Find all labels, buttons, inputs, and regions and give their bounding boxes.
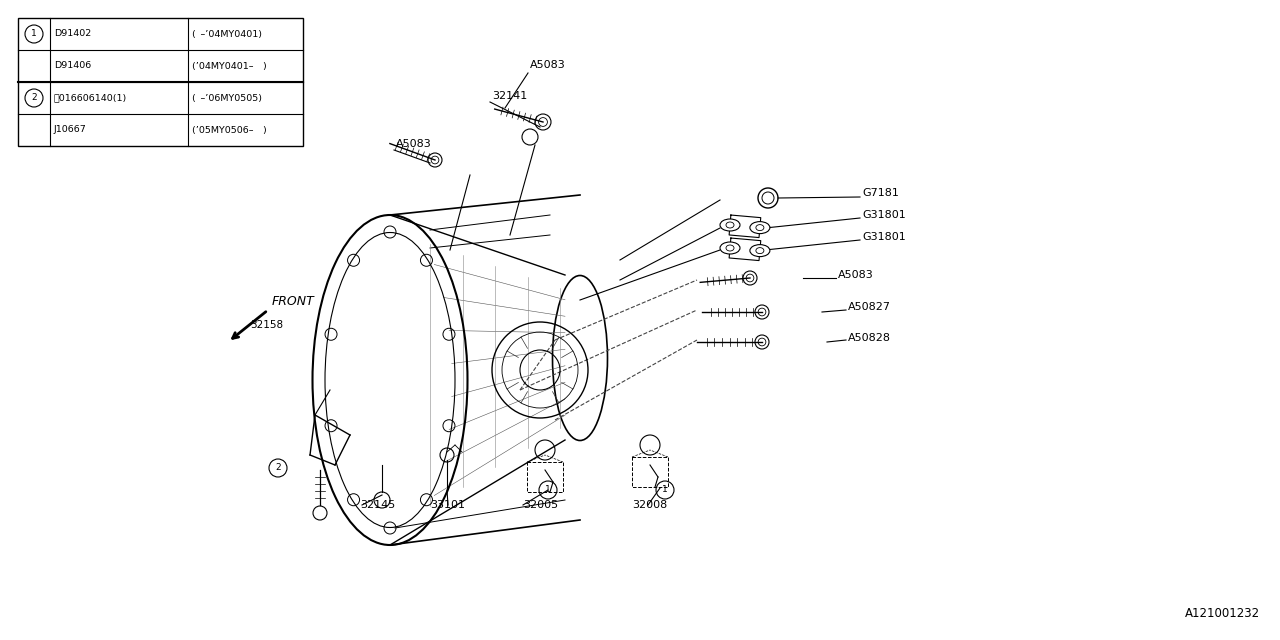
Text: (’04MY0401– ): (’04MY0401– ) bbox=[192, 61, 266, 70]
Ellipse shape bbox=[719, 219, 740, 231]
Text: G31801: G31801 bbox=[861, 232, 906, 242]
Text: D91402: D91402 bbox=[54, 29, 91, 38]
Text: A5083: A5083 bbox=[396, 139, 431, 149]
Text: A5083: A5083 bbox=[838, 270, 874, 280]
Text: ( –’06MY0505): ( –’06MY0505) bbox=[192, 93, 262, 102]
Text: D91406: D91406 bbox=[54, 61, 91, 70]
Text: 32008: 32008 bbox=[632, 500, 667, 510]
Text: G7181: G7181 bbox=[861, 188, 899, 198]
Text: FRONT: FRONT bbox=[273, 295, 315, 308]
Text: 32005: 32005 bbox=[524, 500, 558, 510]
Text: A121001232: A121001232 bbox=[1185, 607, 1260, 620]
Ellipse shape bbox=[750, 221, 769, 234]
Text: 2: 2 bbox=[31, 93, 37, 102]
Ellipse shape bbox=[553, 275, 608, 440]
Text: 2: 2 bbox=[275, 463, 280, 472]
Text: 32158: 32158 bbox=[250, 320, 283, 330]
Ellipse shape bbox=[719, 242, 740, 254]
Text: A50827: A50827 bbox=[849, 302, 891, 312]
Text: J10667: J10667 bbox=[54, 125, 87, 134]
Text: 33101: 33101 bbox=[430, 500, 465, 510]
Bar bbox=[18, 18, 303, 146]
Ellipse shape bbox=[750, 244, 769, 257]
Text: 32141: 32141 bbox=[492, 91, 527, 101]
Text: ( –’04MY0401): ( –’04MY0401) bbox=[192, 29, 262, 38]
Bar bbox=[527, 462, 563, 492]
Text: 1: 1 bbox=[545, 486, 550, 495]
Bar bbox=[632, 457, 668, 487]
Text: Ⓑ016606140(1): Ⓑ016606140(1) bbox=[54, 93, 127, 102]
Text: 1: 1 bbox=[31, 29, 37, 38]
Text: A5083: A5083 bbox=[530, 60, 566, 70]
Text: 32145: 32145 bbox=[360, 500, 396, 510]
Text: 1: 1 bbox=[662, 486, 668, 495]
Text: G31801: G31801 bbox=[861, 210, 906, 220]
Text: A50828: A50828 bbox=[849, 333, 891, 343]
Text: (’05MY0506– ): (’05MY0506– ) bbox=[192, 125, 266, 134]
